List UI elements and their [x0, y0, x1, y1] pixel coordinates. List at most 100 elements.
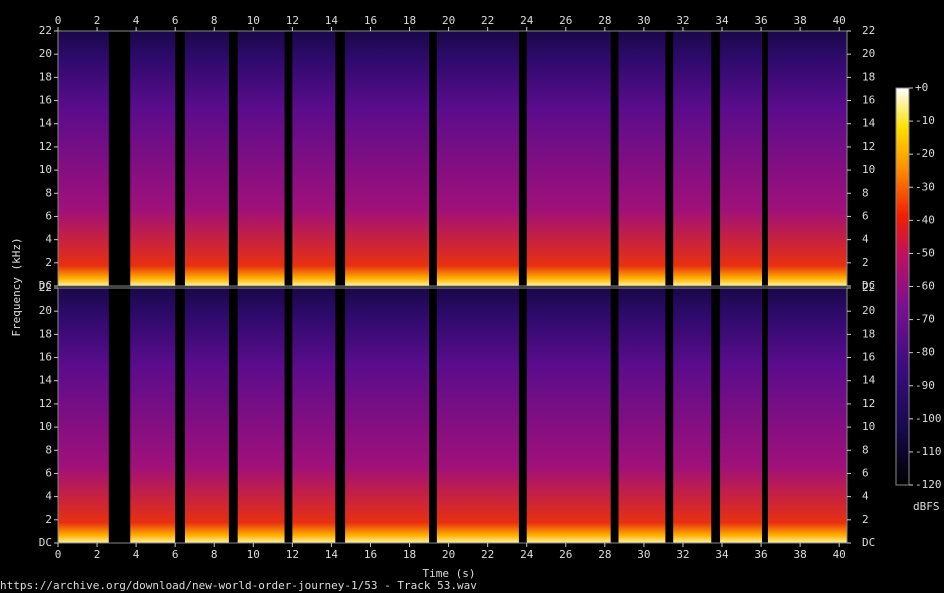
y-tick-label: 14	[39, 374, 53, 387]
colorbar-tick-label: -120	[915, 478, 942, 491]
x-tick-label: 18	[403, 548, 416, 561]
y-tick-label: DC	[862, 279, 875, 292]
y-tick-label: 10	[39, 163, 52, 176]
colorbar-tick-label: -110	[915, 445, 942, 458]
audio-segment	[720, 288, 763, 543]
y-tick-label: 8	[862, 443, 869, 456]
x-tick-label: 34	[715, 548, 729, 561]
audio-segment	[767, 288, 847, 543]
x-tick-label: 14	[325, 14, 339, 27]
x-tick-label: 26	[559, 548, 572, 561]
y-tick-label: 6	[862, 466, 869, 479]
y-tick-label: 20	[862, 304, 875, 317]
x-tick-label: 28	[598, 548, 611, 561]
audio-segment	[436, 288, 519, 543]
x-tick-label: 16	[364, 548, 377, 561]
y-tick-label: 16	[39, 94, 52, 107]
y-tick-label: 16	[39, 351, 52, 364]
y-tick-label: 4	[45, 233, 52, 246]
audio-segment	[184, 31, 229, 286]
audio-segment	[58, 288, 109, 543]
colorbar-label: dBFS	[913, 500, 940, 513]
y-tick-label: 8	[45, 186, 52, 199]
x-tick-label: 0	[55, 548, 62, 561]
y-tick-label: 18	[862, 70, 875, 83]
x-tick-label: 10	[247, 548, 260, 561]
y-tick-label: 20	[862, 47, 875, 60]
x-tick-label: 22	[481, 548, 494, 561]
y-tick-label: 22	[862, 24, 875, 37]
audio-segment	[345, 288, 430, 543]
colorbar-tick-label: -70	[915, 313, 935, 326]
audio-segment	[673, 31, 712, 286]
x-tick-label: 16	[364, 14, 377, 27]
y-tick-label: DC	[862, 536, 875, 549]
x-tick-label: 32	[676, 14, 689, 27]
x-tick-label: 0	[55, 14, 62, 27]
x-tick-label: 26	[559, 14, 572, 27]
colorbar-tick-label: +0	[915, 81, 928, 94]
y-tick-label: 10	[862, 420, 875, 433]
audio-segment	[618, 288, 666, 543]
x-tick-label: 20	[442, 14, 455, 27]
x-tick-label: 18	[403, 14, 416, 27]
x-tick-label: 8	[211, 14, 218, 27]
y-tick-label: 16	[862, 94, 875, 107]
colorbar-tick-label: -20	[915, 147, 935, 160]
y-tick-label: 14	[862, 117, 876, 130]
colorbar-tick-label: -60	[915, 280, 935, 293]
panel-frame	[57, 30, 848, 287]
footer: https://archive.org/download/new-world-o…	[0, 579, 477, 592]
x-tick-label: 6	[172, 548, 179, 561]
audio-segment	[767, 31, 847, 286]
y-tick-label: 8	[862, 186, 869, 199]
panel-frame	[57, 287, 848, 544]
x-tick-label: 30	[637, 548, 650, 561]
colorbar-tick-label: -90	[915, 379, 935, 392]
colorbar-tick-label: -10	[915, 114, 935, 127]
y-axis-label: Frequency (kHz)	[10, 237, 23, 336]
y-tick-label: 2	[45, 256, 52, 269]
y-tick-label: 10	[39, 420, 52, 433]
y-tick-label: 6	[45, 466, 52, 479]
y-tick-label: 12	[862, 140, 875, 153]
x-tick-label: 14	[325, 548, 339, 561]
x-tick-label: 34	[715, 14, 729, 27]
x-tick-label: 36	[754, 14, 767, 27]
colorbar-tick-label: -50	[915, 246, 935, 259]
y-tick-label: 14	[39, 117, 53, 130]
x-tick-label: 2	[94, 14, 101, 27]
colorbar-tick-label: -30	[915, 180, 935, 193]
audio-segment	[720, 31, 763, 286]
x-tick-label: 28	[598, 14, 611, 27]
x-tick-label: 4	[133, 548, 140, 561]
x-tick-label: 40	[833, 548, 846, 561]
y-tick-label: 22	[39, 281, 52, 294]
y-tick-label: 6	[862, 209, 869, 222]
audio-segment	[618, 31, 666, 286]
x-tick-label: 40	[833, 14, 846, 27]
x-tick-label: 24	[520, 14, 534, 27]
y-tick-label: 2	[862, 513, 869, 526]
y-tick-label: 18	[39, 327, 52, 340]
audio-segment	[130, 288, 176, 543]
y-tick-label: 20	[39, 304, 52, 317]
y-tick-label: 20	[39, 47, 52, 60]
y-tick-label: 12	[39, 140, 52, 153]
colorbar-tick-label: -100	[915, 412, 942, 425]
colorbar-tick-label: -40	[915, 213, 935, 226]
y-tick-label: 10	[862, 163, 875, 176]
x-tick-label: 30	[637, 14, 650, 27]
x-tick-label: 24	[520, 548, 534, 561]
x-tick-label: 32	[676, 548, 689, 561]
y-tick-label: 12	[862, 397, 875, 410]
colorbar-tick-label: -80	[915, 346, 935, 359]
y-tick-label: 4	[862, 490, 869, 503]
y-tick-label: 16	[862, 351, 875, 364]
y-tick-label: 18	[39, 70, 52, 83]
audio-segment	[673, 288, 712, 543]
y-tick-label: 2	[45, 513, 52, 526]
y-tick-label: DC	[39, 536, 52, 549]
